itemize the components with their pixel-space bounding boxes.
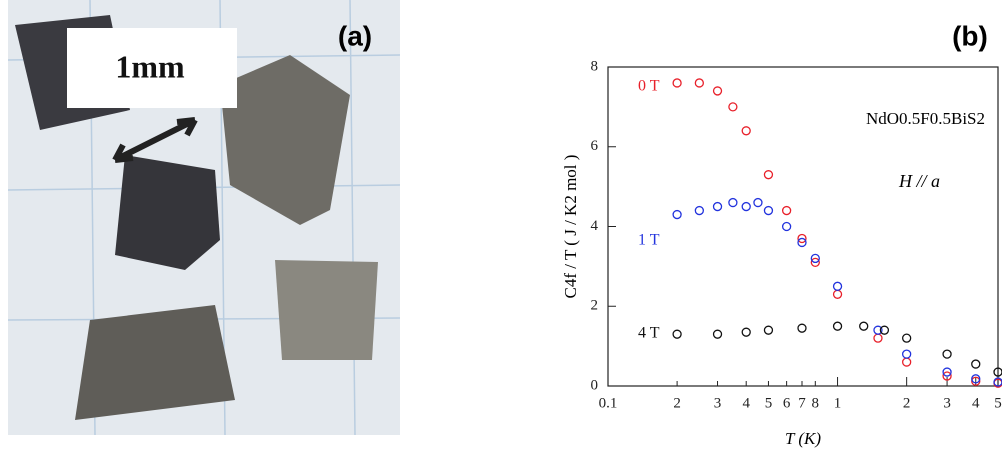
x-tick-label: 5: [994, 395, 1002, 411]
series-label: 4 T: [638, 325, 660, 342]
data-point: [764, 326, 772, 334]
data-point: [714, 330, 722, 338]
figure: 1mm (a) 0.123456781234502468T (K)C4f / T…: [0, 0, 1002, 460]
y-tick-label: 6: [591, 138, 599, 154]
data-point: [834, 322, 842, 330]
data-point: [783, 223, 791, 231]
data-point: [673, 211, 681, 219]
x-tick-label: 8: [812, 395, 820, 411]
series-label: 0 T: [638, 78, 660, 95]
y-tick-label: 8: [591, 58, 599, 74]
series-label: 1 T: [638, 232, 660, 249]
annotation: H // a: [898, 171, 940, 191]
data-point: [903, 350, 911, 358]
data-point: [673, 330, 681, 338]
x-axis-label: T (K): [785, 429, 821, 448]
data-point: [834, 290, 842, 298]
x-tick-label: 7: [798, 395, 806, 411]
x-tick-label: 2: [903, 395, 911, 411]
data-point: [754, 199, 762, 207]
data-point: [783, 207, 791, 215]
x-tick-label: 1: [834, 395, 842, 411]
data-point: [798, 324, 806, 332]
photo: 1mm (a): [8, 0, 400, 435]
data-point: [742, 203, 750, 211]
crystal: [115, 155, 220, 270]
x-tick-label: 4: [972, 395, 980, 411]
x-tick-label: 3: [943, 395, 951, 411]
x-tick-label: 2: [673, 395, 681, 411]
y-tick-label: 0: [591, 377, 599, 393]
data-point: [972, 360, 980, 368]
data-point: [764, 207, 772, 215]
annotation: NdO0.5F0.5BiS2: [866, 109, 985, 128]
data-point: [714, 87, 722, 95]
data-point: [742, 127, 750, 135]
y-tick-label: 2: [591, 298, 599, 314]
crystal: [75, 305, 235, 420]
data-point: [729, 103, 737, 111]
x-tick-label: 0.1: [599, 395, 618, 411]
data-point: [943, 350, 951, 358]
data-point: [729, 199, 737, 207]
x-tick-label: 6: [783, 395, 791, 411]
data-point: [764, 171, 772, 179]
scale-label: 1mm: [115, 48, 185, 84]
x-tick-label: 3: [714, 395, 722, 411]
data-point: [695, 207, 703, 215]
panel-label: (b): [952, 20, 988, 51]
data-point: [673, 79, 681, 87]
crystal: [275, 260, 378, 360]
y-axis-label: C4f / T ( J / K2 mol ): [561, 155, 580, 299]
data-point: [860, 322, 868, 330]
data-point: [874, 334, 882, 342]
x-tick-label: 5: [765, 395, 773, 411]
y-tick-label: 4: [591, 218, 599, 234]
x-tick-label: 4: [742, 395, 750, 411]
data-point: [742, 328, 750, 336]
data-point: [903, 334, 911, 342]
data-point: [714, 203, 722, 211]
panel-label: (a): [338, 20, 372, 51]
data-point: [903, 358, 911, 366]
data-point: [695, 79, 703, 87]
data-point: [834, 282, 842, 290]
